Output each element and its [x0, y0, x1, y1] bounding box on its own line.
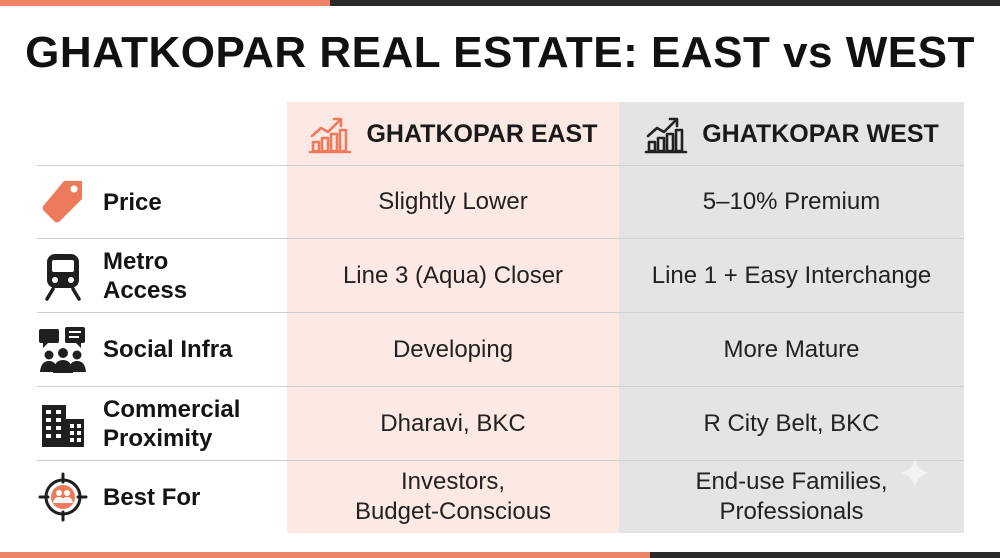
west-cell: End-use Families, Professionals: [695, 468, 888, 525]
west-cell: Line 1 + Easy Interchange: [651, 261, 932, 289]
header-east-label: GHATKOPAR EAST: [366, 119, 598, 148]
east-cell: Line 3 (Aqua) Closer: [342, 261, 564, 289]
growth-chart-icon: [308, 114, 354, 154]
row-label: Metro Access: [103, 247, 188, 304]
price-tag-icon: [37, 176, 89, 228]
row-label: Best For: [103, 483, 201, 511]
east-cell: Developing: [392, 335, 514, 363]
row-divider: [37, 386, 964, 387]
growth-chart-icon: [644, 114, 690, 154]
east-cell: Investors, Budget-Conscious: [354, 468, 552, 525]
row-label: Social Infra: [103, 336, 233, 363]
sparkle-icon: [900, 458, 930, 488]
row-divider: [37, 238, 964, 239]
table-row-price: Price Slightly Lower 5–10% Premium: [37, 166, 964, 238]
row-label: Price: [103, 188, 162, 216]
west-cell: R City Belt, BKC: [703, 409, 880, 437]
west-cell: 5–10% Premium: [702, 188, 881, 215]
header-west-label: GHATKOPAR WEST: [702, 119, 939, 148]
page-title: GHATKOPAR REAL ESTATE: EAST vs WEST: [25, 28, 975, 77]
top-accent-bar: [0, 0, 1000, 6]
east-cell: Dharavi, BKC: [380, 409, 526, 437]
west-column-background: [619, 102, 964, 533]
header-ghatkopar-east: GHATKOPAR EAST: [287, 102, 619, 166]
row-divider: [37, 460, 964, 461]
table-row-metro-access: Metro Access Line 3 (Aqua) Closer Line 1…: [37, 239, 964, 312]
east-cell: Slightly Lower: [378, 188, 528, 215]
row-divider: [37, 312, 964, 313]
metro-train-icon: [37, 250, 89, 302]
west-cell: More Mature: [723, 335, 860, 363]
bottom-accent-bar: [0, 552, 1000, 558]
row-label: Commercial Proximity: [103, 395, 241, 452]
east-column-background: [287, 102, 619, 533]
target-audience-icon: [37, 471, 89, 523]
row-divider: [37, 165, 964, 166]
table-row-commercial-proximity: Commercial Proximity Dharavi, BKC R City…: [37, 387, 964, 460]
office-buildings-icon: [37, 398, 89, 450]
table-row-best-for: Best For Investors, Budget-Conscious End…: [37, 461, 964, 533]
table-row-social-infra: Social Infra Developing More Mature: [37, 313, 964, 386]
community-people-icon: [37, 324, 89, 376]
header-ghatkopar-west: GHATKOPAR WEST: [619, 102, 964, 166]
